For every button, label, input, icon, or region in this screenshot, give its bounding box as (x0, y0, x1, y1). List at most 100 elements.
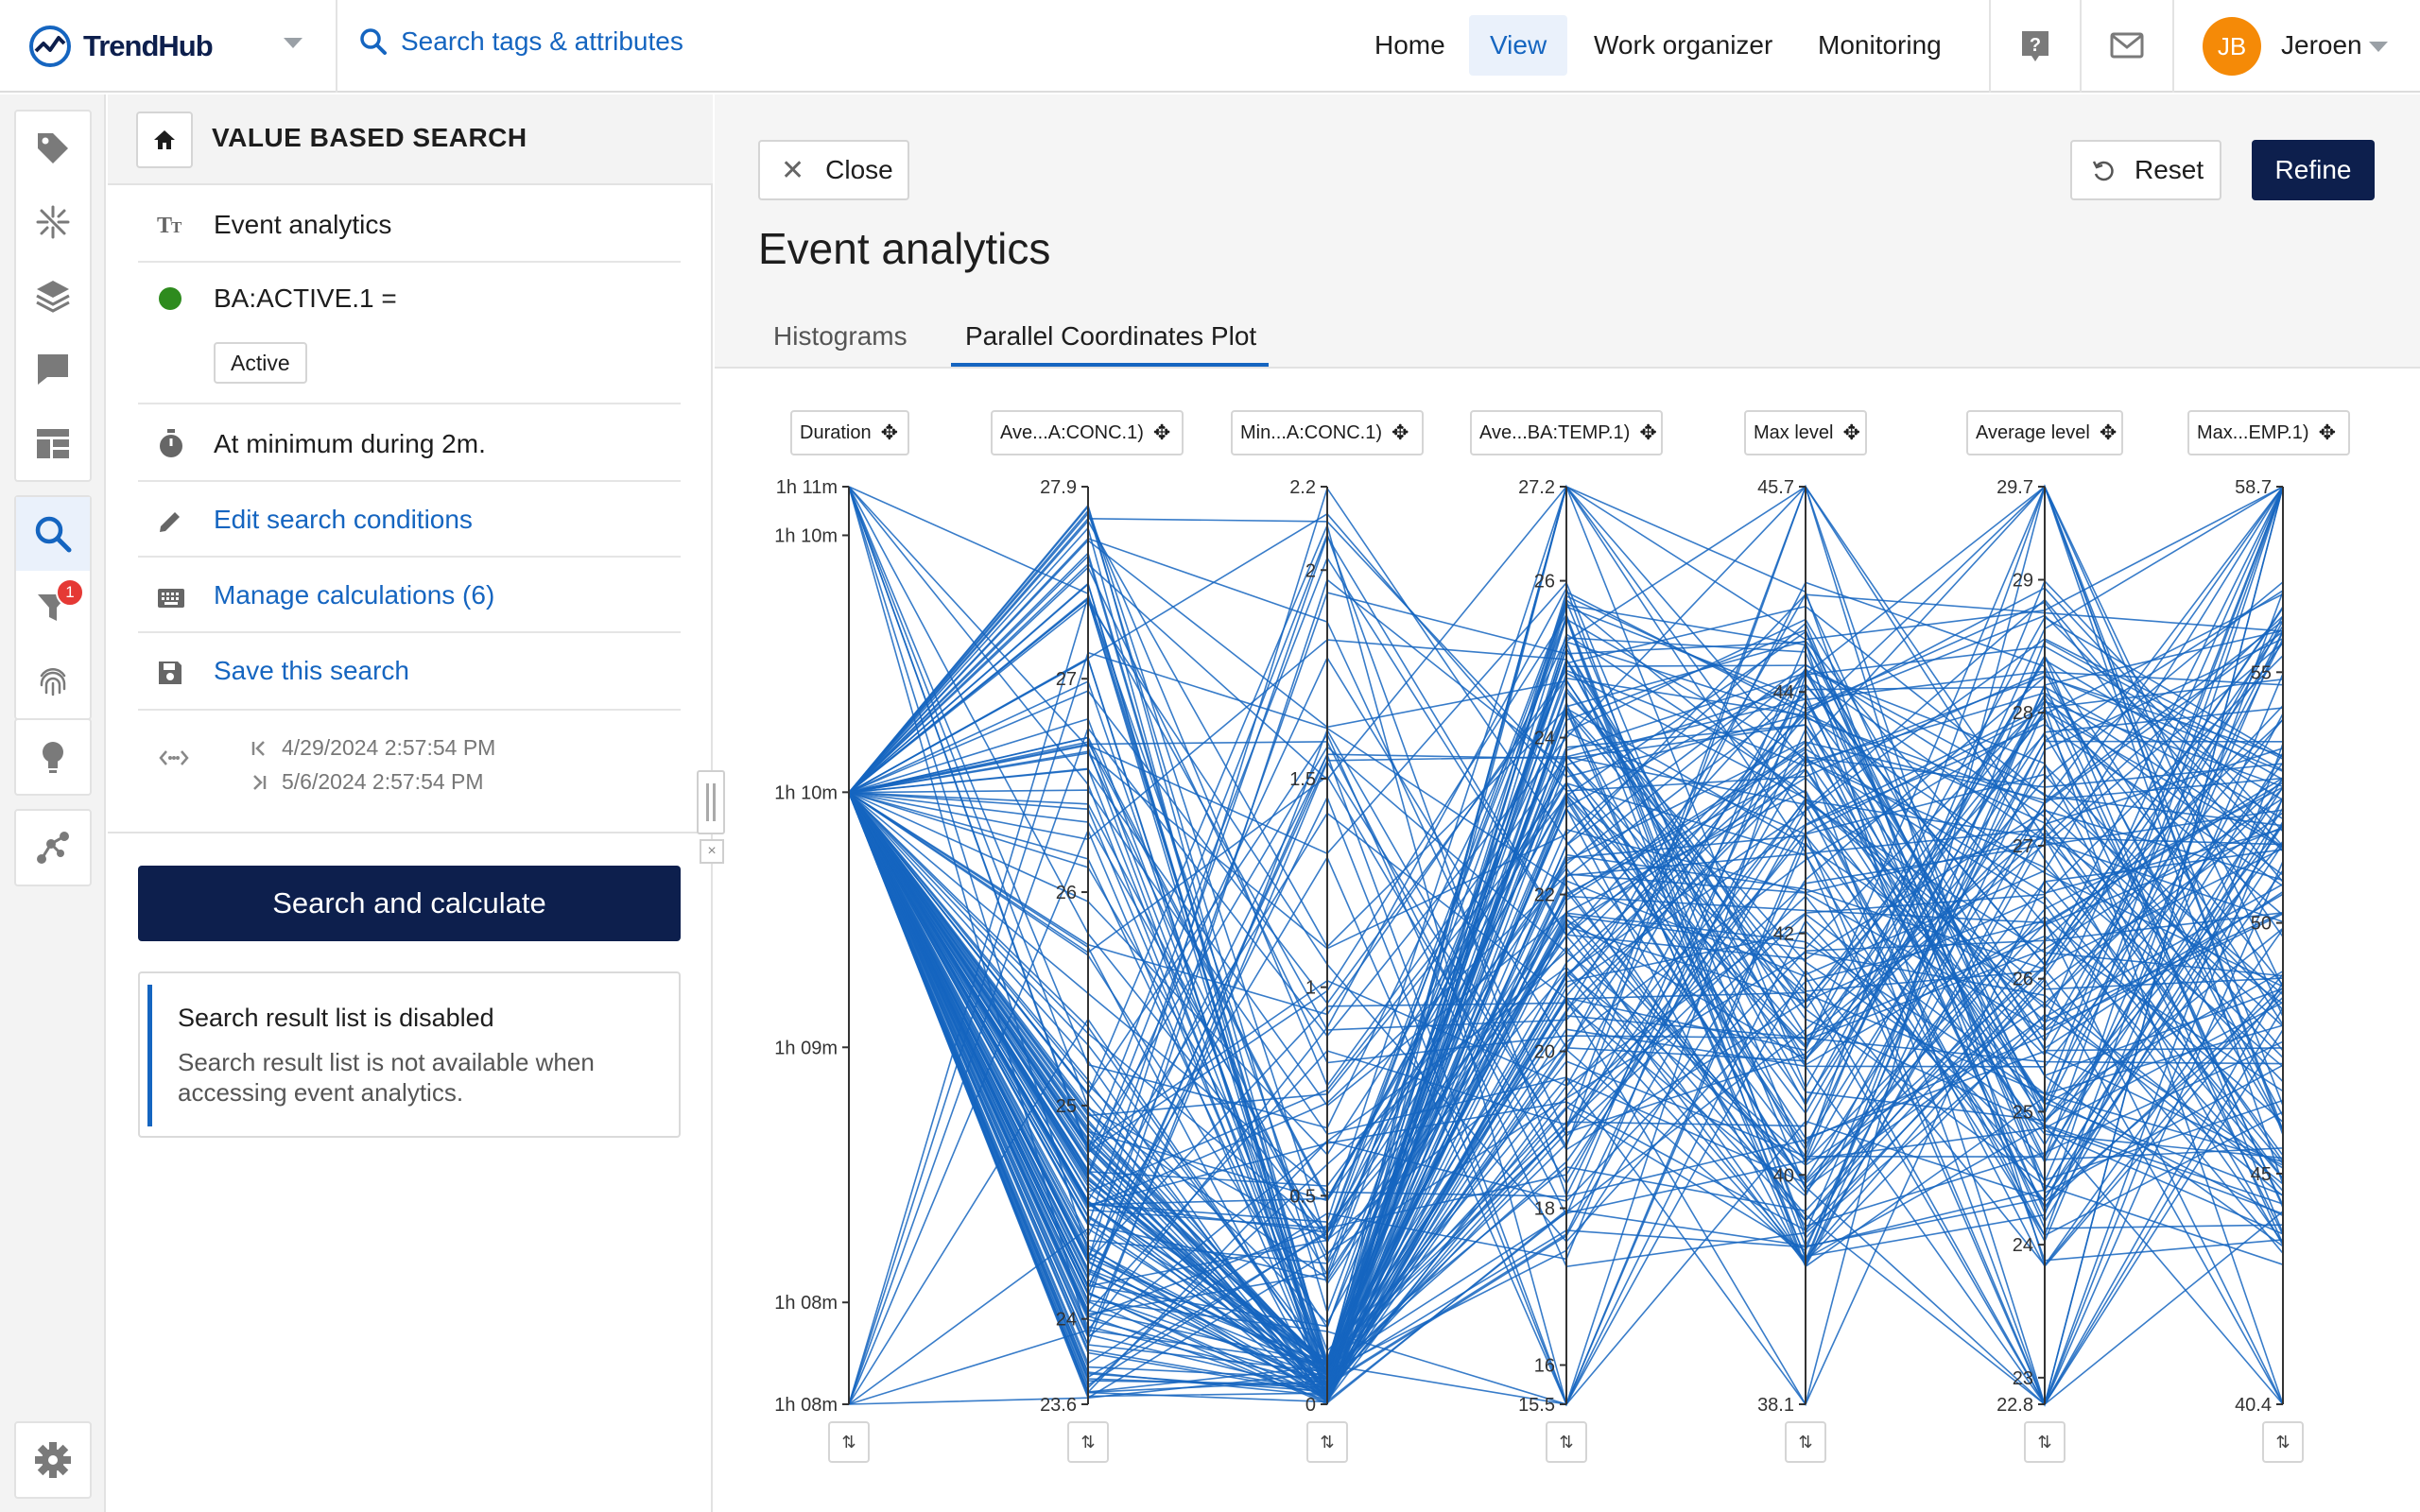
home-button[interactable] (136, 112, 193, 168)
condition-status-dot (159, 287, 182, 310)
nav-work-organizer[interactable]: Work organizer (1594, 30, 1773, 60)
page-title: Event analytics (758, 224, 1051, 273)
sparkle-icon (36, 205, 70, 239)
save-this-search-link[interactable]: Save this search (214, 656, 409, 685)
tick-label: 40 (1773, 1165, 1794, 1186)
axis: 27.9 24 25 26 27 23.6 (1040, 477, 1089, 1416)
edit-conditions-row[interactable]: Edit search conditions (138, 484, 681, 558)
rail-settings-button[interactable] (16, 1423, 90, 1497)
move-axis-icon[interactable]: ✥ (1392, 421, 1409, 444)
brand-menu-chevron-down-icon[interactable] (284, 38, 302, 48)
rail-layers-button[interactable] (16, 259, 90, 333)
invert-axis-sort-icon[interactable]: ⇅ (1546, 1421, 1587, 1463)
notice-title: Search result list is disabled (178, 1004, 494, 1032)
notice-accent (147, 985, 152, 1126)
tick-label: 27 (1056, 669, 1077, 690)
notice-body: Search result list is not available when… (178, 1048, 595, 1107)
close-button[interactable]: ✕ Close (758, 140, 909, 200)
parallel-coordinates-plot[interactable]: 1h 11m 1h 10m 1h 10m 1h 09m 1h 08m 1h 08m 27.9… (715, 370, 2420, 1512)
mail-icon[interactable] (2110, 32, 2144, 63)
rail-dashboard-button[interactable] (16, 406, 90, 480)
manage-calculations-link[interactable]: Manage calculations (6) (214, 580, 495, 610)
tick-label: 22 (1534, 885, 1555, 906)
nav-view[interactable]: View (1469, 15, 1568, 76)
axis-header[interactable]: Duration ✥ (790, 410, 909, 455)
rail-sparkle-button[interactable] (16, 185, 90, 259)
rail-search-button[interactable] (16, 497, 90, 571)
edit-search-conditions-link[interactable]: Edit search conditions (214, 505, 473, 534)
invert-axis-sort-icon[interactable]: ⇅ (1067, 1421, 1109, 1463)
rail-ideas-button[interactable] (16, 720, 90, 794)
move-axis-icon[interactable]: ✥ (1842, 421, 1860, 444)
rail-fingerprint-button[interactable] (16, 644, 90, 718)
invert-axis-sort-icon[interactable]: ⇅ (828, 1421, 870, 1463)
invert-axis-sort-icon[interactable]: ⇅ (2024, 1421, 2066, 1463)
condition-value-chip: Active (214, 342, 307, 384)
search-and-calculate-button[interactable]: Search and calculate (138, 866, 681, 941)
nav-monitoring[interactable]: Monitoring (1818, 30, 1942, 60)
tick-label: 1h 08m (774, 1293, 838, 1314)
user-name[interactable]: Jeroen (2281, 30, 2362, 60)
rail-filter-button[interactable]: 1 (16, 571, 90, 644)
panel-resize-handle[interactable] (697, 770, 725, 834)
axis: 29.7 23 24 25 26 27 28 29 22.8 (1996, 477, 2046, 1416)
invert-axis-sort-icon[interactable]: ⇅ (1306, 1421, 1348, 1463)
graph-icon (37, 832, 69, 864)
divider (2080, 0, 2082, 93)
manage-calculations-row[interactable]: Manage calculations (6) (138, 559, 681, 633)
collapse-panel-close-icon[interactable]: × (700, 839, 724, 864)
save-search-row[interactable]: Save this search (138, 635, 681, 711)
invert-axis-sort-icon[interactable]: ⇅ (1785, 1421, 1826, 1463)
tag-search[interactable]: Search tags & attributes (359, 26, 683, 57)
rail-tags-button[interactable] (16, 112, 90, 185)
reset-button[interactable]: Reset (2070, 140, 2221, 200)
invert-axis-sort-icon[interactable]: ⇅ (2262, 1421, 2304, 1463)
search-icon (35, 516, 72, 553)
tab-histograms[interactable]: Histograms (773, 321, 908, 351)
condition-row[interactable]: BA:ACTIVE.1 = (138, 265, 681, 404)
axis-header[interactable]: Max...EMP.1) ✥ (2187, 410, 2350, 455)
move-axis-icon[interactable]: ✥ (2099, 421, 2118, 444)
move-axis-icon[interactable]: ✥ (1152, 421, 1171, 444)
svg-text:T: T (171, 218, 182, 236)
tick-label: 24 (2013, 1235, 2033, 1256)
axis-header[interactable]: Max level ✥ (1744, 410, 1867, 455)
axis-header-label: Min...A:CONC.1) (1240, 421, 1383, 443)
rail-graph-button[interactable] (16, 811, 90, 885)
help-icon[interactable]: ? (2019, 28, 2051, 69)
rail-comments-button[interactable] (16, 333, 90, 406)
axis-header[interactable]: Min...A:CONC.1) ✥ (1231, 410, 1424, 455)
rail-group-insights (14, 718, 92, 796)
axis-header[interactable]: Ave...A:CONC.1) ✥ (991, 410, 1184, 455)
search-label: Search tags & attributes (401, 26, 683, 56)
axis-header[interactable]: Ave...BA:TEMP.1) ✥ (1470, 410, 1663, 455)
axis-header[interactable]: Average level ✥ (1966, 410, 2123, 455)
tick-label: 1h 08m (774, 1395, 838, 1416)
tab-parallel-coordinates[interactable]: Parallel Coordinates Plot (965, 321, 1257, 351)
avatar[interactable]: JB (2203, 17, 2261, 76)
code-range-icon (159, 750, 189, 765)
axis-header-label: Ave...A:CONC.1) (1000, 421, 1144, 443)
refine-button[interactable]: Refine (2252, 140, 2375, 200)
nav-home[interactable]: Home (1374, 30, 1445, 60)
brand-name: TrendHub (83, 29, 214, 62)
duration-row[interactable]: At minimum during 2m. (138, 406, 681, 482)
tick-label: 25 (2013, 1102, 2033, 1123)
date-start: 4/29/2024 2:57:54 PM (282, 735, 496, 760)
axis-header-label: Average level (1976, 421, 2090, 443)
tick-label: 18 (1534, 1199, 1555, 1220)
condition-text: BA:ACTIVE.1 = (214, 284, 397, 313)
tick-label: 24 (1056, 1310, 1077, 1331)
tick-label: 28 (2013, 703, 2033, 724)
axis: 45.7 40 42 44 38.1 (1757, 477, 1806, 1416)
user-menu-chevron-down-icon[interactable] (2369, 42, 2388, 52)
move-axis-icon[interactable]: ✥ (2318, 421, 2336, 444)
date-range[interactable]: 4/29/2024 2:57:54 PM 5/6/2024 2:57:54 PM (138, 720, 681, 824)
divider (2172, 0, 2174, 93)
brand-logo[interactable]: TrendHub (28, 23, 214, 70)
axis: 2.2 0.5 1 1.5 2 0 (1289, 477, 1328, 1416)
filter-count-badge: 1 (56, 578, 84, 607)
move-axis-icon[interactable]: ✥ (1639, 421, 1657, 444)
move-axis-icon[interactable]: ✥ (880, 421, 899, 444)
